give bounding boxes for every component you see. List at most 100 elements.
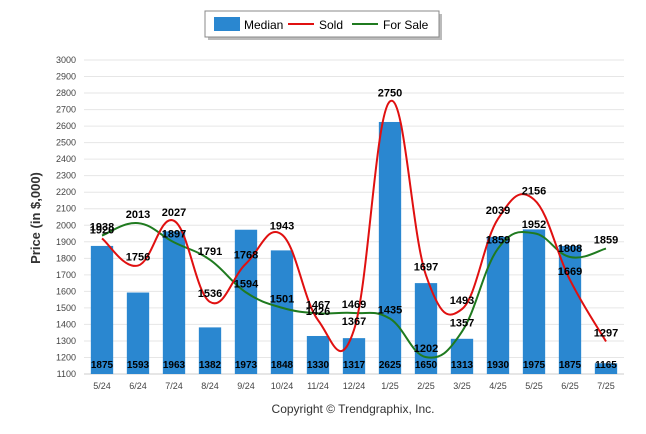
sold-label-5/25: 2156 [522, 185, 546, 197]
y-tick-2500: 2500 [56, 138, 76, 148]
median-bar-2/25 [414, 283, 438, 374]
y-tick-2600: 2600 [56, 121, 76, 131]
y-tick-1600: 1600 [56, 286, 76, 296]
for-sale-label-7/25: 1859 [594, 235, 618, 247]
x-tick-9/24: 9/24 [237, 381, 255, 391]
median-label-7/25: 1165 [595, 360, 617, 371]
median-bar-8/24 [198, 327, 222, 374]
x-tick-5/24: 5/24 [93, 381, 111, 391]
y-tick-2800: 2800 [56, 88, 76, 98]
median-bar-12/24 [342, 338, 366, 374]
y-axis-title: Price (in $,000) [28, 172, 43, 264]
copyright-credit: Copyright © Trendgraphix, Inc. [272, 402, 435, 416]
median-bar-6/24 [126, 292, 150, 374]
for-sale-label-11/24: 1467 [306, 299, 330, 311]
median-bar-5/25 [522, 229, 546, 374]
legend-swatch-median [214, 17, 240, 31]
legend-box [204, 10, 440, 38]
median-bar-4/25 [486, 236, 510, 374]
sold-label-6/24: 1756 [126, 252, 150, 264]
y-tick-2100: 2100 [56, 204, 76, 214]
median-bar-1/25 [378, 121, 402, 374]
y-tick-2700: 2700 [56, 105, 76, 115]
sold-label-2/25: 1697 [414, 261, 438, 273]
y-tick-3000: 3000 [56, 55, 76, 65]
median-bar-10/24 [270, 250, 294, 374]
sold-label-9/24: 1768 [234, 250, 258, 262]
for-sale-line [101, 222, 607, 359]
for-sale-label-12/24: 1469 [342, 299, 366, 311]
median-label-7/24: 1963 [163, 360, 186, 371]
for-sale-label-6/25: 1808 [558, 243, 582, 255]
y-tick-1700: 1700 [56, 270, 76, 280]
x-axis-ticks: 5/24 6/24 7/24 8/24 9/24 10/24 11/24 12/24 1/25 2… [93, 381, 615, 391]
median-label-5/25: 1975 [523, 360, 546, 371]
for-sale-label-1/25: 1435 [378, 305, 402, 317]
median-label-11/24: 1330 [307, 360, 330, 371]
y-tick-1900: 1900 [56, 237, 76, 247]
for-sale-label-8/24: 1791 [198, 246, 222, 258]
x-tick-7/25: 7/25 [597, 381, 615, 391]
median-label-6/25: 1875 [559, 360, 582, 371]
x-tick-6/25: 6/25 [561, 381, 579, 391]
x-tick-3/25: 3/25 [453, 381, 471, 391]
x-tick-12/24: 12/24 [343, 381, 366, 391]
median-bar-3/25 [450, 338, 474, 374]
data-labels: 1875 1593 1963 1382 1973 1848 1330 1317 2625 1650… [90, 87, 618, 371]
y-tick-1100: 1100 [57, 369, 76, 379]
median-bar-5/24 [90, 245, 114, 374]
for-sale-label-2/25: 1202 [414, 343, 438, 355]
sold-label-8/24: 1536 [198, 288, 222, 300]
sold-label-5/24: 1920 [90, 224, 114, 236]
x-tick-5/25: 5/25 [525, 381, 543, 391]
sold-label-7/24: 2027 [162, 207, 186, 219]
y-tick-2200: 2200 [56, 187, 76, 197]
for-sale-label-7/24: 1897 [162, 228, 186, 240]
for-sale-label-4/25: 1859 [486, 235, 510, 247]
sold-label-6/25: 1669 [558, 266, 582, 278]
x-tick-10/24: 10/24 [271, 381, 294, 391]
sold-label-3/25: 1493 [450, 295, 474, 307]
sold-label-7/25: 1297 [594, 327, 618, 339]
for-sale-label-3/25: 1357 [450, 318, 474, 330]
median-bar-7/24 [162, 231, 186, 374]
x-tick-2/25: 2/25 [417, 381, 435, 391]
legend-label-median: Median [244, 18, 283, 32]
y-tick-1800: 1800 [56, 253, 76, 263]
sold-line [101, 100, 607, 353]
sold-label-10/24: 1943 [270, 221, 294, 233]
median-label-2/25: 1650 [415, 360, 438, 371]
y-tick-1300: 1300 [56, 336, 76, 346]
median-label-5/24: 1875 [91, 360, 114, 371]
median-label-1/25: 2625 [379, 360, 402, 371]
median-bar-9/24 [234, 229, 258, 374]
for-sale-label-10/24: 1501 [270, 294, 294, 306]
x-tick-1/25: 1/25 [381, 381, 399, 391]
x-tick-7/24: 7/24 [165, 381, 183, 391]
y-tick-2000: 2000 [56, 220, 76, 230]
median-label-8/24: 1382 [199, 360, 222, 371]
x-tick-4/25: 4/25 [489, 381, 507, 391]
median-label-4/25: 1930 [487, 360, 510, 371]
sold-label-1/25: 2750 [378, 87, 402, 99]
sold-label-4/25: 2039 [486, 205, 510, 217]
y-tick-1500: 1500 [56, 303, 76, 313]
median-label-12/24: 1317 [343, 360, 366, 371]
for-sale-label-5/25: 1952 [522, 219, 546, 231]
y-tick-2400: 2400 [56, 154, 76, 164]
x-tick-8/24: 8/24 [201, 381, 219, 391]
median-bar-11/24 [306, 335, 330, 374]
median-label-10/24: 1848 [271, 360, 294, 371]
sold-label-11/24: 1426 [306, 306, 330, 318]
x-tick-11/24: 11/24 [307, 381, 329, 391]
y-tick-2300: 2300 [56, 171, 76, 181]
median-bars [90, 121, 618, 374]
median-bar-7/25 [594, 363, 618, 374]
sold-label-12/24: 1367 [342, 316, 366, 328]
y-axis-ticks: 1100 1200 1300 1400 1500 1600 1700 1800 1900 2000… [56, 55, 76, 379]
median-label-3/25: 1313 [451, 360, 474, 371]
legend-label-sold: Sold [319, 18, 343, 32]
series-lines [101, 100, 607, 359]
y-tick-1400: 1400 [56, 319, 76, 329]
